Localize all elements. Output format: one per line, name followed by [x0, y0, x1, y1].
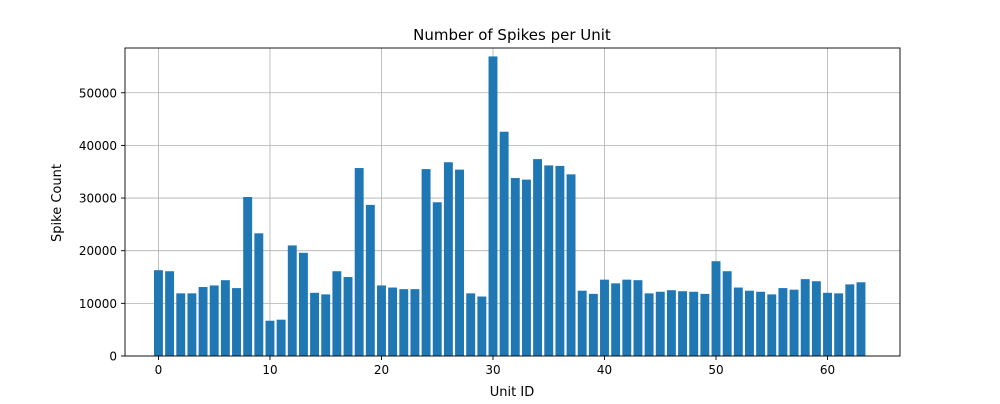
bar-unit-48	[689, 291, 699, 356]
y-tick-label: 20000	[79, 244, 117, 258]
bar-unit-17	[343, 277, 353, 356]
bar-unit-34	[533, 159, 543, 356]
bar-unit-43	[633, 280, 643, 356]
bar-unit-49	[700, 293, 710, 356]
bar-unit-37	[566, 174, 576, 356]
bar-unit-56	[778, 288, 788, 356]
bar-unit-42	[622, 279, 632, 356]
bar-unit-51	[722, 271, 732, 356]
bar-unit-41	[611, 283, 621, 356]
bar-unit-1	[165, 271, 175, 356]
bar-unit-21	[388, 287, 398, 356]
bar-unit-63	[856, 282, 866, 356]
bar-unit-60	[823, 292, 832, 356]
bar-unit-5	[209, 285, 219, 356]
bar-unit-16	[332, 271, 342, 356]
bar-unit-32	[510, 178, 520, 356]
bar-unit-61	[834, 293, 844, 356]
x-tick-label: 20	[374, 363, 389, 377]
bar-unit-62	[845, 284, 855, 356]
x-tick-label: 50	[708, 363, 723, 377]
bar-unit-18	[354, 168, 364, 356]
bar-unit-29	[477, 296, 487, 356]
y-tick-label: 50000	[79, 86, 117, 100]
bar-unit-58	[800, 279, 810, 356]
bar-unit-6	[220, 280, 230, 356]
bar-unit-23	[410, 289, 420, 356]
bar-unit-39	[588, 293, 598, 356]
bar-unit-44	[644, 293, 654, 356]
bar-unit-31	[499, 131, 509, 356]
bar-unit-38	[577, 290, 587, 356]
bar-unit-50	[711, 261, 721, 356]
x-tick-label: 30	[485, 363, 500, 377]
bar-unit-22	[399, 289, 409, 356]
bar-unit-57	[789, 289, 799, 356]
bar-unit-0	[153, 270, 163, 356]
bar-unit-35	[544, 165, 554, 356]
bar-unit-46	[666, 290, 676, 356]
y-tick-label: 0	[109, 350, 117, 364]
y-tick-label: 30000	[79, 192, 117, 206]
bar-unit-33	[521, 179, 531, 356]
plot-frame	[124, 47, 901, 357]
bar-unit-20	[377, 285, 386, 356]
bar-unit-4	[198, 287, 208, 356]
bar-unit-27	[455, 169, 464, 356]
x-axis-label: Unit ID	[490, 385, 534, 400]
y-tick-label: 40000	[79, 139, 117, 153]
y-axis-label: Spike Count	[50, 164, 65, 242]
chart-title: Number of Spikes per Unit	[413, 26, 611, 44]
bar-unit-13	[298, 252, 308, 356]
bar-unit-9	[254, 233, 264, 356]
bar-unit-30	[488, 56, 498, 357]
bar-unit-40	[600, 279, 609, 356]
x-tick-label: 10	[262, 363, 277, 377]
bar-unit-59	[811, 281, 821, 356]
bar-unit-2	[176, 293, 186, 356]
bar-unit-28	[466, 293, 476, 356]
bar-unit-14	[310, 292, 320, 356]
bar-unit-54	[756, 291, 766, 356]
bar-unit-10	[265, 320, 275, 356]
x-tick-label: 40	[597, 363, 612, 377]
x-tick-label: 0	[155, 363, 163, 377]
bar-unit-26	[443, 162, 453, 356]
bar-unit-7	[232, 288, 241, 356]
bar-unit-8	[243, 196, 253, 356]
bar-unit-12	[287, 245, 297, 356]
x-tick-label: 60	[820, 363, 835, 377]
bar-unit-15	[321, 294, 331, 356]
bar-unit-3	[187, 293, 197, 356]
bar-unit-11	[276, 319, 286, 356]
bar-unit-24	[421, 169, 431, 356]
bar-unit-19	[365, 204, 375, 356]
bar-unit-36	[555, 165, 565, 356]
bar-unit-55	[767, 294, 777, 356]
y-tick-label: 10000	[79, 297, 117, 311]
bar-series	[153, 56, 866, 357]
bar-unit-47	[678, 291, 688, 356]
axes: 0 10 20 30 40 50 60 0 10000 20000 30000 40000 50000	[79, 47, 901, 377]
bar-unit-52	[733, 287, 743, 356]
bar-unit-45	[655, 291, 665, 356]
bar-unit-25	[432, 202, 442, 356]
bar-unit-53	[745, 290, 754, 356]
